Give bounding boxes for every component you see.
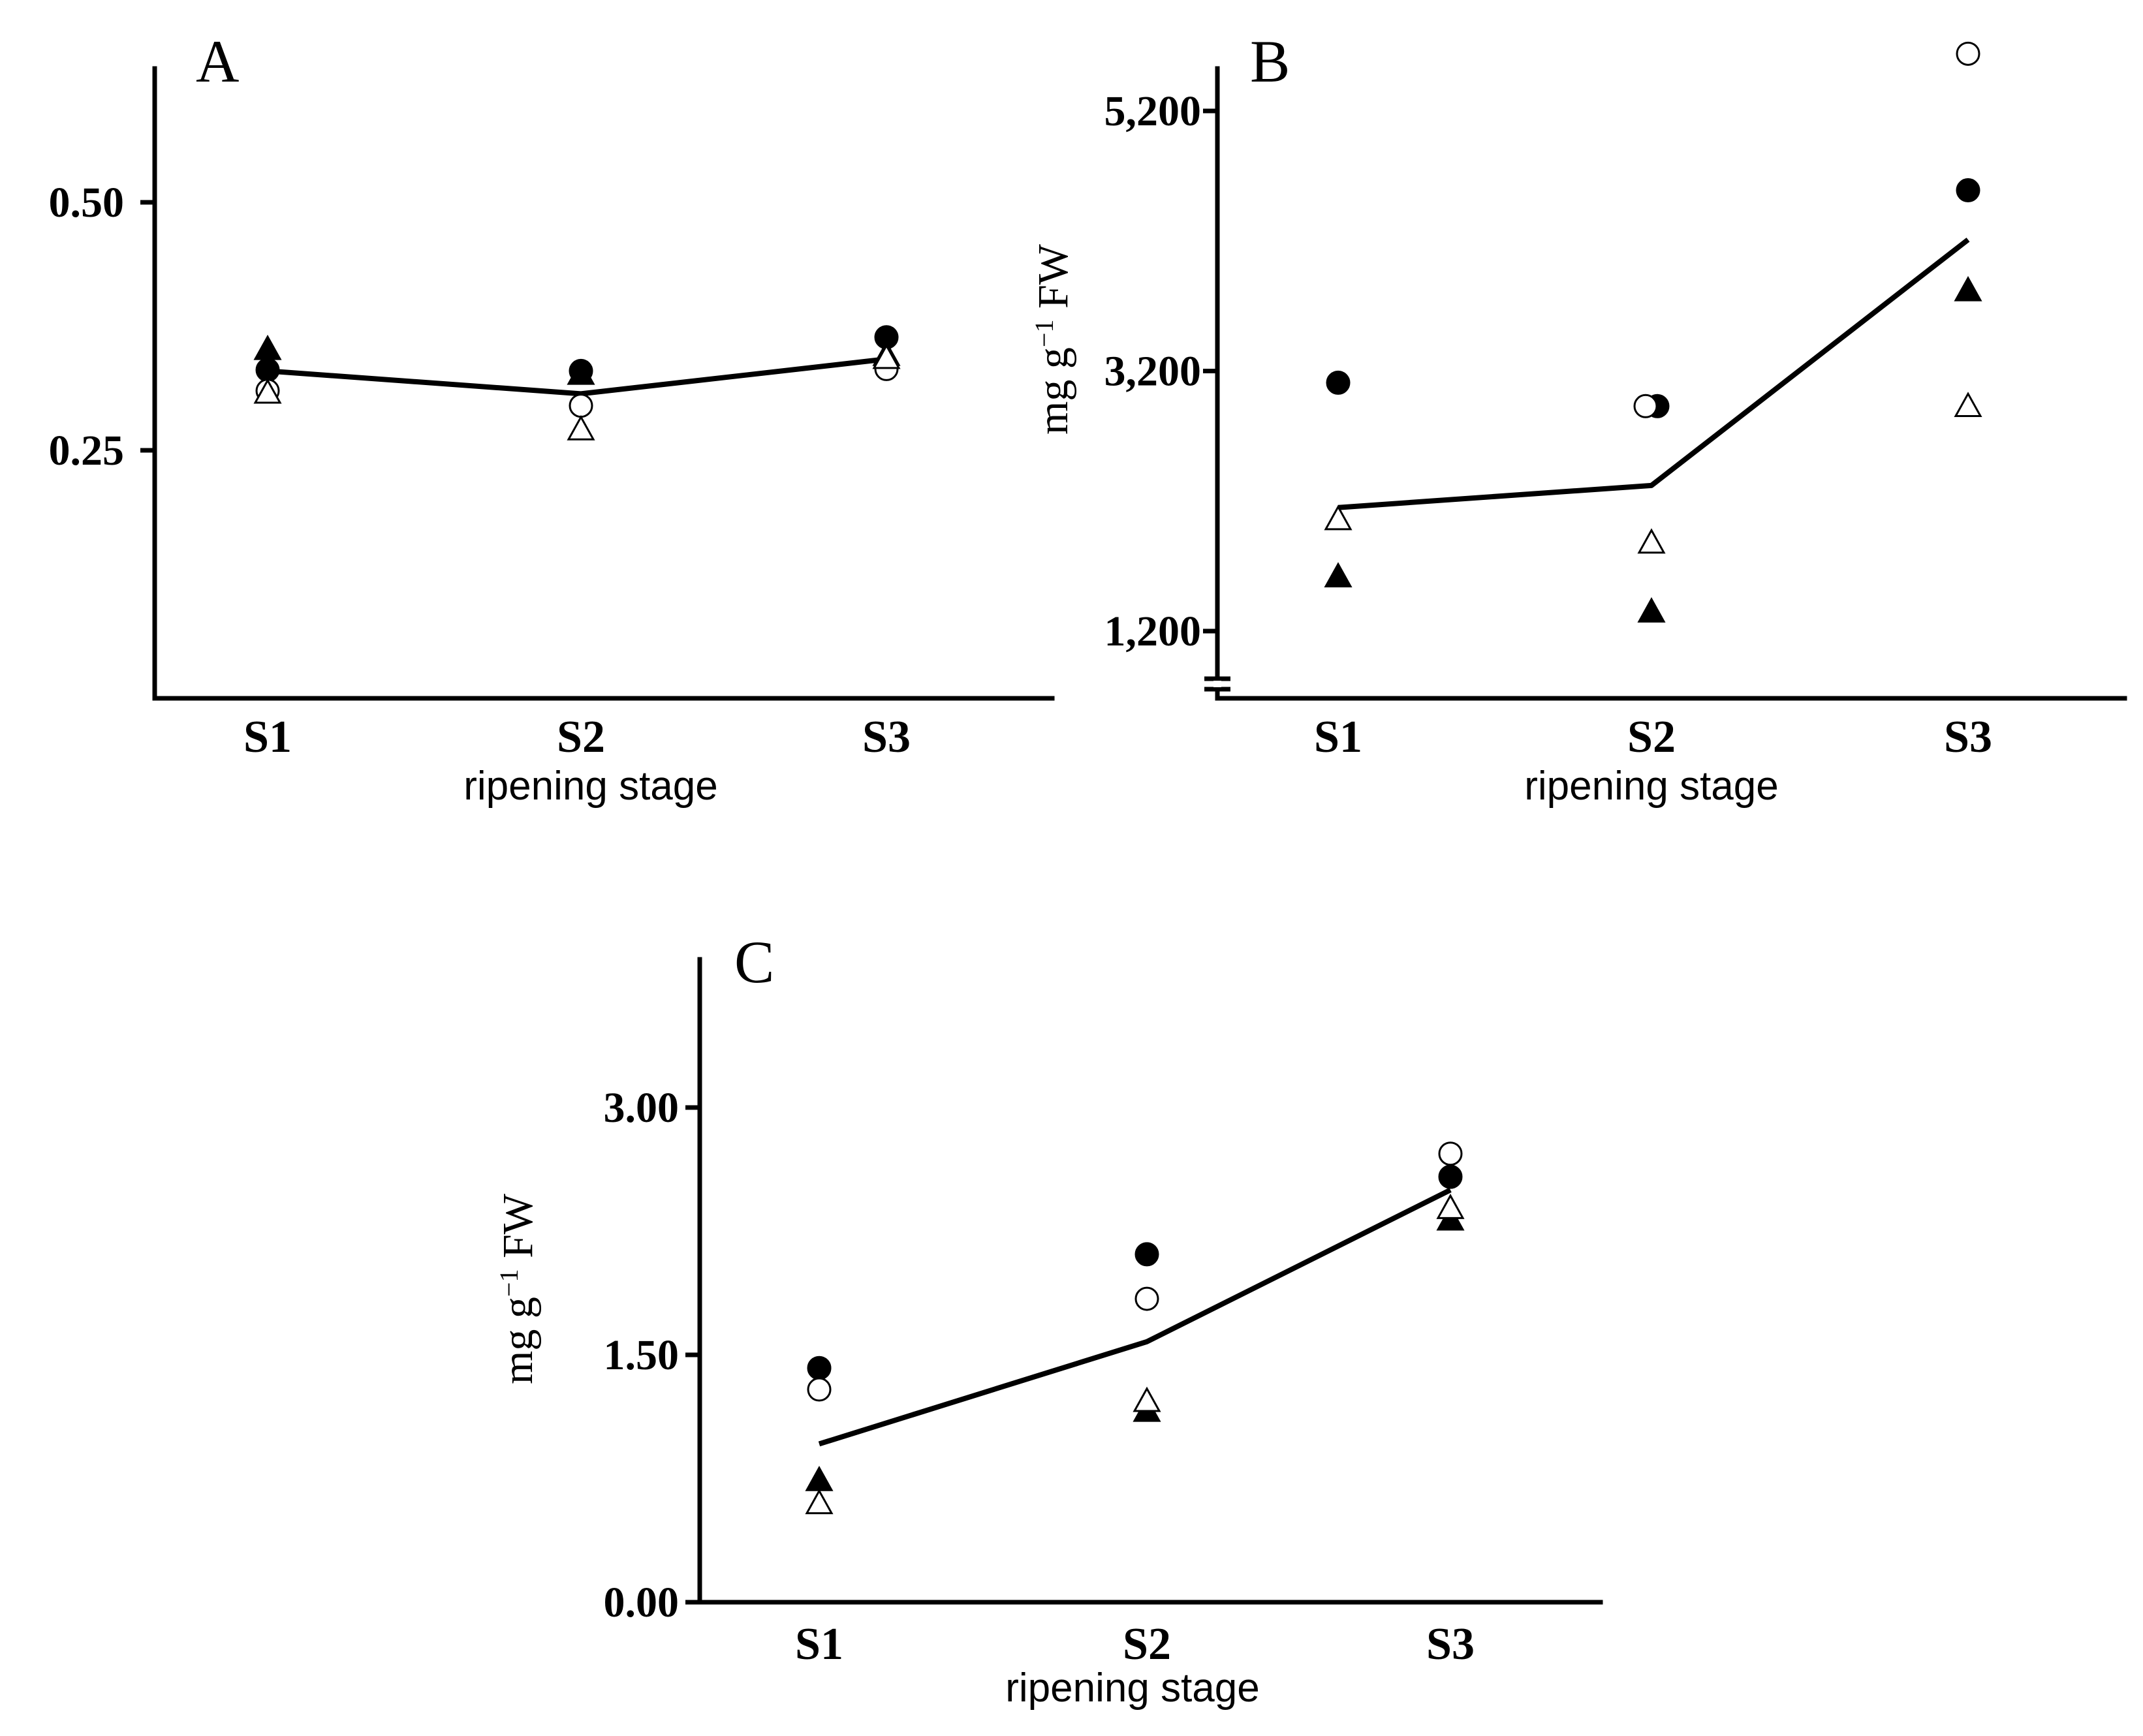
y-tick-label: 1,200 [1104,608,1202,655]
mean-line [1337,238,1970,510]
y-tick-label: 1.50 [604,1331,680,1379]
filled-triangle-marker [805,1465,834,1491]
panel-c-y-label: mg g−1 FW [494,1193,542,1384]
open-triangle-marker [872,343,901,369]
y-tick-label: 0.50 [49,179,125,226]
x-tick-label: S2 [1627,712,1676,762]
panel-c: C mg g−1 FW ripening stage 0.00 1.50 3.00 S… [494,929,1603,1711]
open-circle-marker [807,1377,832,1402]
open-triangle-marker [1637,528,1666,554]
x-tick-label: S3 [1944,712,1992,762]
filled-circle-marker [807,1356,832,1380]
x-tick-label: S1 [795,1619,843,1669]
filled-circle-marker [1956,178,1980,203]
panel-a: A ripening stage 0.25 0.50 S1 S2 S3 [49,28,1055,809]
filled-circle-marker [255,358,280,382]
open-triangle-marker [1436,1194,1465,1219]
panel-letter-c: C [734,929,774,995]
y-tick-label: 0.00 [604,1579,680,1626]
open-circle-marker [1438,1141,1463,1166]
open-triangle-marker [1954,392,1982,417]
open-circle-marker [1633,394,1658,418]
open-triangle-marker [253,378,282,404]
x-tick-label: S3 [1426,1619,1475,1669]
x-tick-label: S3 [862,712,911,762]
filled-triangle-marker [567,359,595,385]
open-circle-marker [1134,1286,1159,1311]
open-triangle-marker [567,414,595,441]
filled-triangle-marker [253,334,282,360]
y-tick-label: 3.00 [604,1084,680,1132]
panel-b-x-axis-title: ripening stage [1524,764,1779,809]
open-triangle-marker [805,1489,834,1515]
axis-break-gap [1213,681,1221,687]
panel-a-x-axis-title: ripening stage [463,764,718,809]
open-circle-marker [569,394,593,418]
filled-triangle-marker [1954,275,1982,302]
x-tick-label: S2 [1123,1619,1171,1669]
filled-circle-marker [1326,370,1351,395]
filled-triangle-marker [1324,562,1353,588]
panel-c-x-axis-title: ripening stage [1005,1666,1260,1711]
x-tick-label: S1 [243,712,292,762]
open-circle-marker [1956,41,1980,66]
open-triangle-marker [1324,504,1353,531]
filled-circle-marker [1134,1242,1159,1267]
mean-line [818,1187,1452,1447]
x-tick-label: S2 [557,712,605,762]
x-tick-label: S1 [1314,712,1362,762]
open-triangle-marker [1133,1386,1161,1412]
panel-letter-b: B [1250,28,1290,95]
y-tick-label: 5,200 [1104,87,1202,135]
y-tick-label: 0.25 [49,427,125,474]
panel-letter-a: A [196,28,239,95]
panel-b-y-label: mg g−1 FW [1029,243,1078,435]
filled-triangle-marker [1637,597,1666,623]
y-tick-label: 3,200 [1104,348,1202,395]
filled-circle-marker [1438,1164,1463,1189]
panel-b: B mg g−1 FW ripening stage 1,200 3,200 5,2… [1029,28,2127,809]
